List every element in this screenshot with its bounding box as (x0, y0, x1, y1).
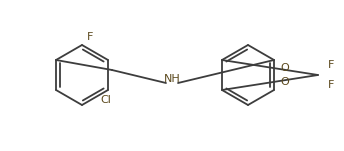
Text: O: O (280, 77, 289, 87)
Text: F: F (328, 80, 334, 90)
Text: F: F (328, 60, 334, 70)
Text: Cl: Cl (100, 95, 111, 105)
Text: NH: NH (164, 74, 180, 84)
Text: F: F (87, 32, 93, 42)
Text: O: O (280, 63, 289, 73)
